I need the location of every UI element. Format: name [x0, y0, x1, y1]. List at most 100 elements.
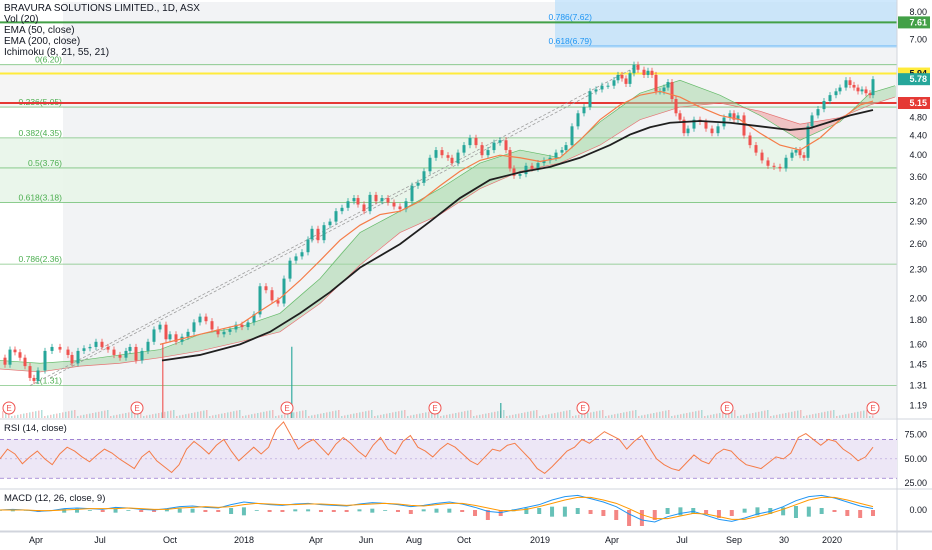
ichimoku-cloud-segment: [168, 344, 172, 357]
ichimoku-cloud-segment: [600, 118, 604, 146]
volume-bar: [752, 413, 754, 418]
candle-body: [518, 174, 522, 176]
volume-bar: [401, 410, 403, 418]
ichimoku-cloud-segment: [200, 333, 204, 351]
volume-bar: [545, 414, 547, 418]
volume-bar: [29, 412, 31, 418]
ichimoku-cloud-segment: [684, 81, 688, 107]
volume-bar: [794, 411, 796, 418]
ichimoku-cloud-segment: [216, 330, 220, 348]
candle-body: [600, 85, 604, 90]
candle-body: [112, 349, 116, 355]
volume-bar: [452, 413, 454, 418]
volume-bar: [293, 412, 295, 418]
ichimoku-cloud-segment: [236, 327, 240, 343]
price-badge-box: [898, 97, 930, 110]
volume-bar: [824, 411, 826, 418]
volume-bar: [473, 416, 475, 418]
volume-bar: [515, 414, 517, 418]
price-badge: 5.15: [898, 97, 930, 110]
ichimoku-cloud-segment: [392, 213, 396, 239]
volume-bar: [581, 414, 583, 418]
candle-body: [686, 128, 690, 134]
volume-bar: [26, 413, 28, 418]
volume-bar: [644, 414, 646, 418]
fib-level-label: 0.382(4.35): [19, 128, 63, 138]
ichimoku-cloud-segment: [64, 361, 68, 369]
candle-body: [428, 157, 432, 172]
candle-body: [612, 80, 616, 86]
volume-bar: [260, 412, 262, 418]
ichimoku-cloud-segment: [460, 172, 464, 202]
volume-bar: [392, 412, 394, 418]
ichimoku-cloud-segment: [644, 90, 648, 119]
candle-body: [186, 331, 190, 337]
time-axis-tick: Aug: [406, 535, 422, 545]
ichimoku-cloud-segment: [380, 219, 384, 249]
time-axis-tick: 2019: [530, 535, 550, 545]
earnings-marker-circle: [2, 401, 16, 415]
rsi-line: [0, 421, 874, 475]
volume-bar: [56, 413, 58, 418]
ichimoku-cloud-segment: [480, 161, 484, 189]
candle-body: [140, 350, 144, 361]
candle-body: [790, 152, 794, 158]
volume-bar: [308, 416, 310, 418]
macd-histogram-bar: [293, 509, 298, 512]
earnings-marker: E: [280, 401, 294, 415]
macd-histogram-bar: [383, 510, 388, 511]
rsi-axis-tick: 25.00: [904, 478, 927, 488]
candle-body: [828, 95, 832, 102]
candle-body: [806, 126, 810, 158]
volume-bar: [98, 411, 100, 418]
volume-bar: [185, 414, 187, 418]
time-axis-tick: 2018: [234, 535, 254, 545]
candle-body: [410, 185, 414, 202]
volume-bar: [350, 414, 352, 418]
price-axis-background: [897, 0, 932, 550]
price-axis-tick: 1.31: [909, 381, 927, 391]
macd-histogram-bar: [793, 506, 798, 518]
candle-body: [282, 278, 286, 304]
candle-body: [871, 79, 875, 96]
volume-bar: [467, 410, 469, 418]
ichimoku-cloud-segment: [196, 334, 200, 352]
volume-bar: [602, 410, 604, 418]
ichimoku-cloud-segment: [356, 232, 360, 269]
candle-body: [146, 341, 150, 351]
volume-bar: [107, 410, 109, 418]
volume-bar: [197, 411, 199, 418]
time-axis-tick: Oct: [163, 535, 178, 545]
volume-bar: [44, 416, 46, 418]
ichimoku-cloud-segment: [712, 92, 716, 104]
price-badge-box: [898, 73, 930, 86]
candle-body: [392, 202, 396, 207]
earnings-marker-circle: [428, 401, 442, 415]
macd-histogram-bar: [473, 510, 478, 516]
volume-bar: [539, 416, 541, 418]
volume-bar: [218, 414, 220, 418]
volume-bar: [287, 413, 289, 418]
volume-bar: [191, 413, 193, 418]
volume-bar: [686, 413, 688, 418]
volume-bar: [314, 414, 316, 418]
candle-body: [674, 99, 678, 114]
ichimoku-cloud-segment: [448, 180, 452, 210]
ichimoku-cloud-segment: [328, 263, 332, 296]
candle-body: [508, 150, 512, 169]
ichimoku-cloud-segment: [192, 335, 196, 353]
volume-bar: [422, 413, 424, 418]
volume-bar: [782, 413, 784, 418]
macd-histogram-bar: [267, 510, 272, 512]
ichimoku-cloud-segment: [796, 122, 800, 141]
candle-body: [802, 155, 806, 158]
volume-bar: [626, 411, 628, 418]
fib-zone-top: [0, 64, 897, 108]
legend-ichimoku: Ichimoku (8, 21, 55, 21): [4, 47, 110, 58]
ichimoku-cloud-segment: [768, 113, 772, 123]
price-badge-label: 5.78: [909, 74, 927, 84]
ichimoku-cloud-segment: [260, 318, 264, 337]
candle-body: [374, 194, 378, 202]
time-axis-tick: 30: [779, 535, 789, 545]
